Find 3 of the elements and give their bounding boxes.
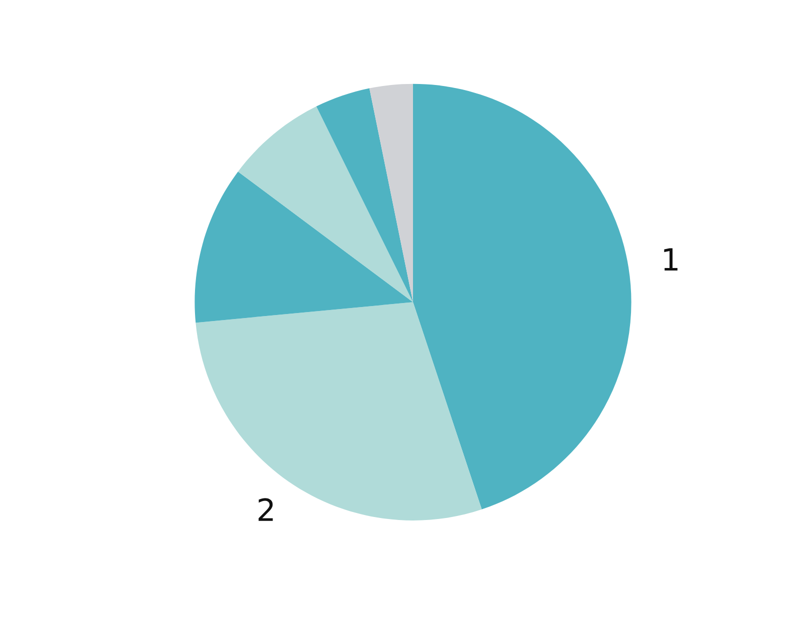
pie-slice	[369, 84, 413, 302]
slice-label: 1	[664, 248, 678, 271]
slice-label: 2	[258, 498, 273, 521]
